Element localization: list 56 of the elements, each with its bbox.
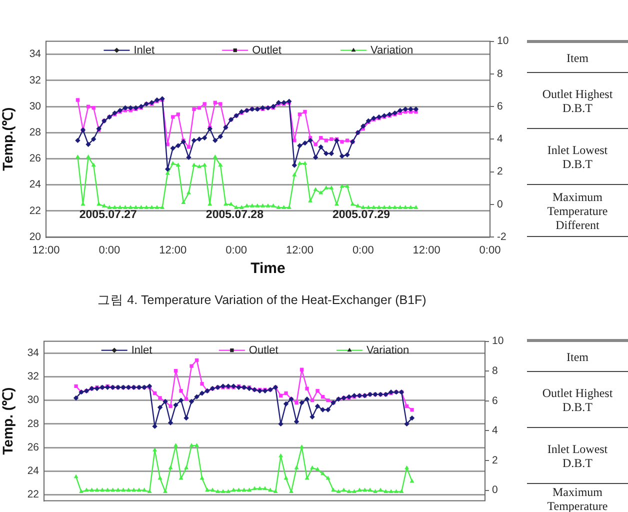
y-axis-title: Temp. (℃) bbox=[0, 387, 16, 455]
text: Maximum Temperature Different bbox=[527, 185, 628, 237]
y-tick-label: 26 bbox=[29, 152, 42, 165]
y2-tick-label: 8 bbox=[497, 68, 503, 80]
x-tick-label: 12:00 bbox=[286, 244, 314, 257]
annotation: 2005.07.27 bbox=[79, 209, 137, 222]
x-tick-label: 0:00 bbox=[98, 244, 120, 257]
y-tick-label: 24 bbox=[29, 178, 42, 191]
y2-tick-label: 6 bbox=[497, 100, 503, 112]
y-tick-label: 22 bbox=[29, 204, 42, 217]
y2-tick-label: -2 bbox=[497, 230, 506, 243]
x-tick-label: 12:00 bbox=[32, 244, 60, 257]
legend-label: Variation bbox=[370, 44, 414, 56]
x-tick-label: 12:00 bbox=[159, 244, 187, 257]
y2-tick-label: 6 bbox=[492, 394, 498, 407]
x-tick-label: 12:00 bbox=[412, 244, 440, 257]
y-tick-label: 26 bbox=[27, 441, 40, 454]
y-tick-label: 32 bbox=[29, 74, 42, 86]
y2-tick-label: 0 bbox=[497, 198, 503, 210]
text: Outlet Highest D.B.T bbox=[527, 73, 628, 129]
y-tick-label: 34 bbox=[29, 48, 42, 60]
x-tick-label: 0:00 bbox=[226, 244, 247, 257]
text: Inlet Lowest D.B.T bbox=[527, 129, 628, 185]
y2-tick-label: 2 bbox=[497, 166, 503, 178]
y-axis-title: Temp.(℃) bbox=[0, 107, 16, 171]
legend-label: Variation bbox=[366, 344, 410, 356]
y-tick-label: 20 bbox=[29, 230, 42, 243]
legend-label: Inlet bbox=[131, 344, 152, 356]
text: Item bbox=[527, 342, 628, 372]
y-tick-label: 32 bbox=[27, 370, 40, 383]
y2-tick-label: 4 bbox=[497, 133, 503, 146]
x-tick-label: 0:00 bbox=[479, 244, 501, 257]
x-axis-title: Time bbox=[250, 260, 286, 278]
legend-label: Outlet bbox=[248, 344, 278, 356]
y-tick-label: 30 bbox=[27, 394, 40, 406]
y-tick-label: 24 bbox=[27, 465, 40, 478]
text: Outlet Highest D.B.T bbox=[527, 372, 628, 428]
y2-tick-label: 10 bbox=[497, 35, 509, 48]
annotation: 2005.07.28 bbox=[206, 209, 264, 222]
annotation: 2005.07.29 bbox=[332, 209, 390, 222]
text: Inlet Lowest D.B.T bbox=[527, 428, 628, 484]
x-tick-label: 0:00 bbox=[352, 244, 374, 257]
text: Item bbox=[527, 43, 628, 73]
y-tick-label: 28 bbox=[29, 126, 42, 139]
y-tick-label: 28 bbox=[27, 418, 40, 430]
y2-tick-label: 10 bbox=[492, 335, 504, 348]
text: 그림 4. Temperature Variation of the Heat-Exchanger (B1F) bbox=[96, 292, 428, 309]
y2-tick-label: 0 bbox=[492, 484, 498, 496]
y2-tick-label: 8 bbox=[492, 364, 498, 377]
y-tick-label: 30 bbox=[29, 100, 42, 112]
y2-tick-label: 2 bbox=[492, 454, 498, 466]
y2-tick-label: 4 bbox=[492, 424, 498, 437]
y-tick-label: 22 bbox=[27, 488, 40, 501]
legend-label: Inlet bbox=[134, 44, 155, 56]
legend-label: Outlet bbox=[252, 44, 282, 56]
y-tick-label: 34 bbox=[27, 347, 40, 359]
